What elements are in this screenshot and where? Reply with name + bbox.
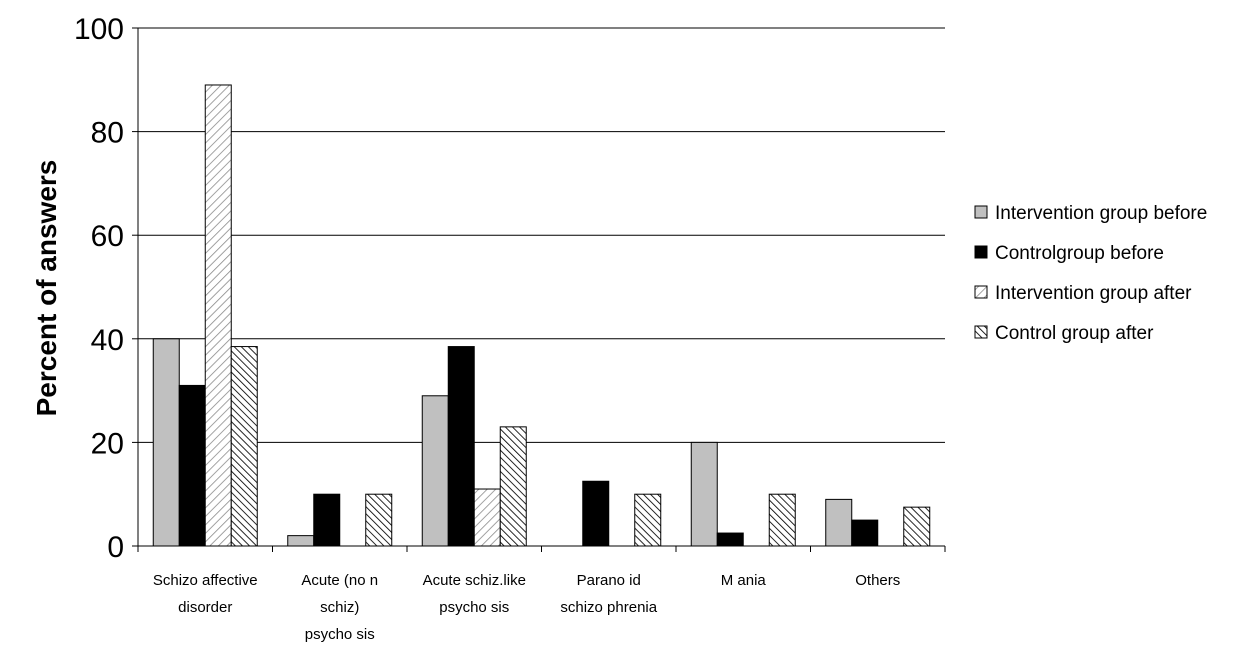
bar xyxy=(473,488,501,547)
y-tick-label: 40 xyxy=(91,324,124,357)
x-category-label: Parano id schizo phrenia xyxy=(560,572,657,616)
bar xyxy=(313,493,341,547)
legend-label: Control group after xyxy=(995,323,1154,344)
bar xyxy=(582,480,610,547)
legend-swatch xyxy=(974,285,988,299)
bar xyxy=(447,346,475,547)
x-category-label: Acute (no n schiz) psycho sis xyxy=(301,572,378,643)
bar xyxy=(851,519,879,547)
legend-swatch xyxy=(974,325,988,339)
x-category-label: Acute schiz.like psycho sis xyxy=(423,572,526,616)
bar xyxy=(768,493,796,547)
bar xyxy=(903,506,931,547)
x-category-label: M ania xyxy=(721,572,767,589)
bar xyxy=(152,338,180,547)
legend-swatch xyxy=(974,245,988,259)
legend-label: Intervention group before xyxy=(995,203,1207,224)
bar xyxy=(287,535,315,547)
bar xyxy=(178,384,206,547)
bar xyxy=(634,493,662,547)
y-axis-title: Percent of answers xyxy=(31,160,62,417)
legend-label: Intervention group after xyxy=(995,283,1192,304)
y-tick-label: 20 xyxy=(91,427,124,460)
legend-label: Controlgroup before xyxy=(995,243,1164,264)
bar xyxy=(716,532,744,547)
y-tick-label: 80 xyxy=(91,117,124,150)
legend-swatch xyxy=(974,205,988,219)
y-tick-label: 100 xyxy=(74,13,124,46)
bar xyxy=(204,84,232,547)
bar xyxy=(230,346,258,547)
x-category-label: Schizo affective disorder xyxy=(153,572,258,616)
bar xyxy=(825,498,853,547)
y-tick-label: 60 xyxy=(91,220,124,253)
bar xyxy=(690,441,718,547)
bar xyxy=(499,426,527,547)
bar xyxy=(365,493,393,547)
x-category-label: Others xyxy=(855,572,900,589)
y-tick-label: 0 xyxy=(107,531,124,564)
bar xyxy=(421,395,449,547)
